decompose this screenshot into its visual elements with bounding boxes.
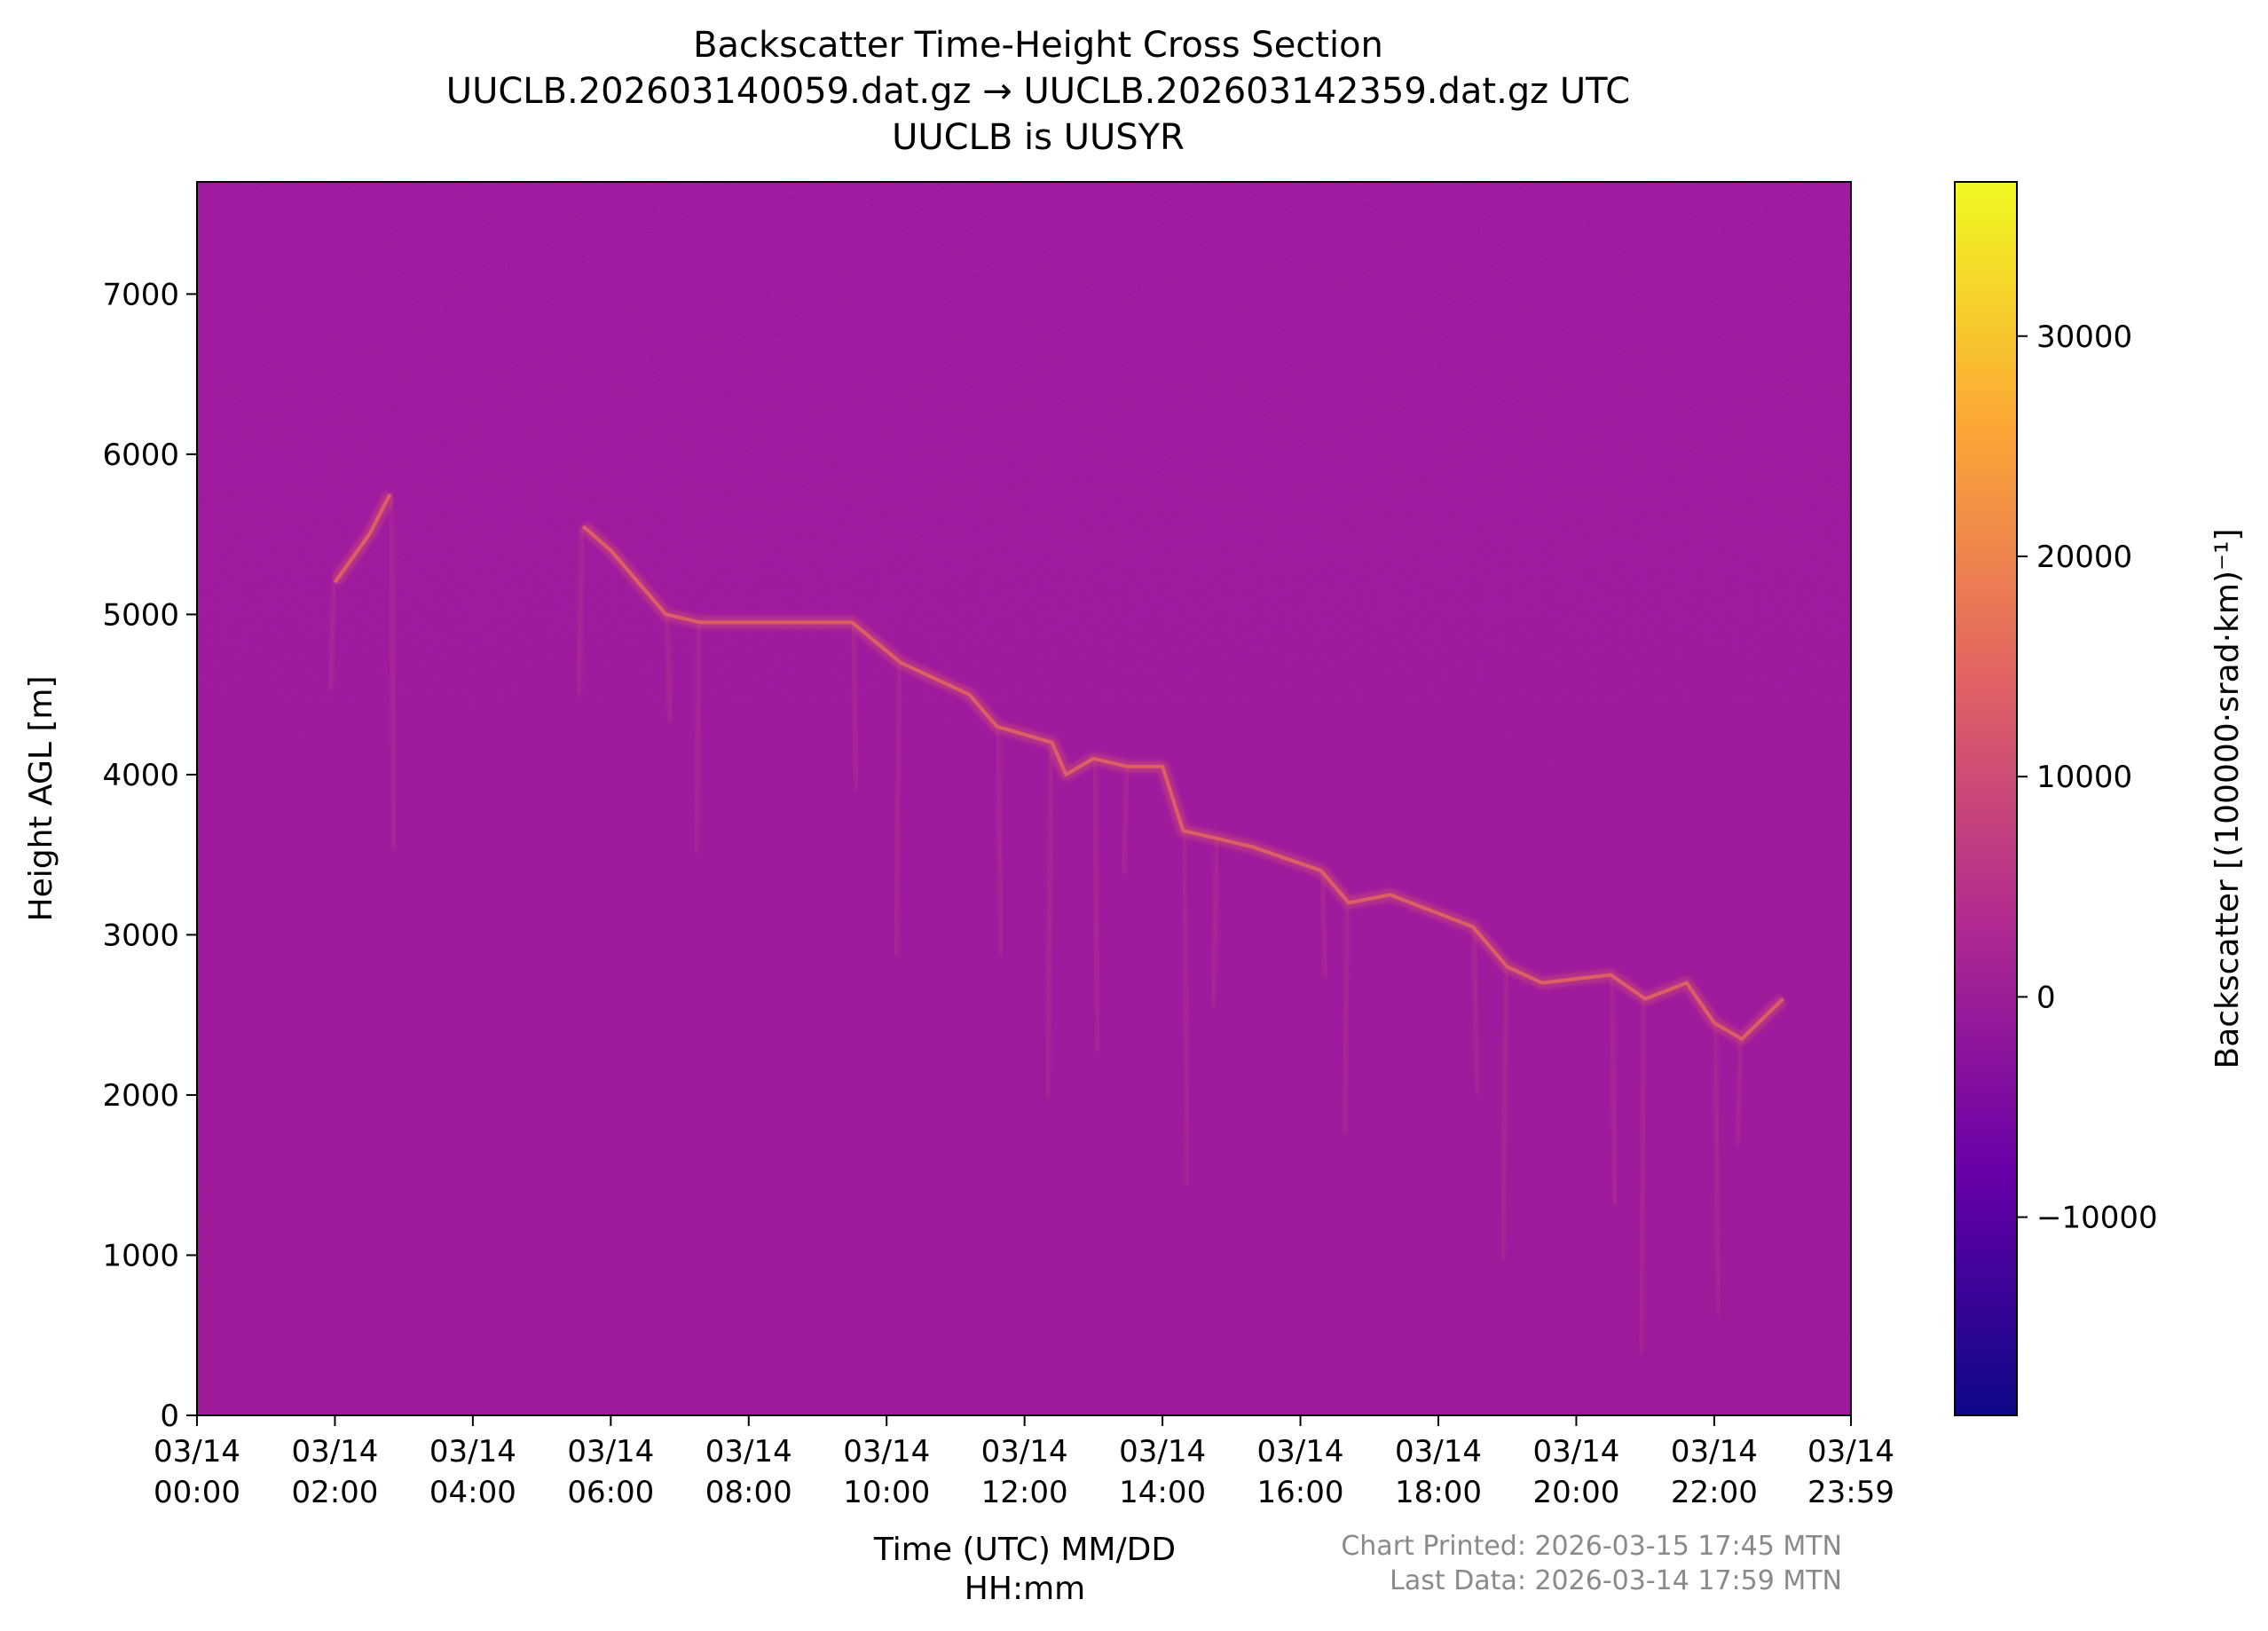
x-tick-time-label: 10:00 xyxy=(843,1475,930,1510)
x-tick-time-label: 12:00 xyxy=(981,1475,1068,1510)
y-tick-label: 7000 xyxy=(102,277,179,312)
x-tick-date-label: 03/14 xyxy=(843,1434,930,1469)
precip-streak xyxy=(1637,998,1648,1354)
y-axis-title: Height AGL [m] xyxy=(23,676,59,922)
y-tick-label: 4000 xyxy=(102,758,179,793)
precip-streak xyxy=(575,526,586,696)
y-tick-label: 3000 xyxy=(102,918,179,953)
precip-streak xyxy=(388,493,398,850)
precip-streak xyxy=(327,582,337,689)
x-tick-date-label: 03/14 xyxy=(705,1434,792,1469)
precip-streak xyxy=(1091,758,1101,1052)
x-tick-time-label: 18:00 xyxy=(1395,1475,1482,1510)
precip-streak xyxy=(1209,839,1220,1008)
x-tick-date-label: 03/14 xyxy=(1532,1434,1619,1469)
x-tick-time-label: 02:00 xyxy=(291,1475,378,1510)
x-tick-date-label: 03/14 xyxy=(1257,1434,1344,1469)
x-tick-date-label: 03/14 xyxy=(1395,1434,1482,1469)
chart-printed-note: Chart Printed: 2026-03-15 17:45 MTN xyxy=(1341,1531,1842,1562)
chart-title-line-3: UUCLB is UUSYR xyxy=(892,117,1185,158)
colorbar-tick-label: 10000 xyxy=(2036,760,2132,795)
chart-title-line-1: Backscatter Time-Height Cross Section xyxy=(693,25,1383,66)
x-tick-time-label: 00:00 xyxy=(154,1475,240,1510)
x-tick-date-label: 03/14 xyxy=(1671,1434,1758,1469)
x-tick-date-label: 03/14 xyxy=(1119,1434,1206,1469)
x-tick-time-label: 08:00 xyxy=(705,1475,792,1510)
y-tick-label: 2000 xyxy=(102,1078,179,1114)
x-tick-time-label: 23:59 xyxy=(1807,1475,1894,1510)
x-tick-time-label: 06:00 xyxy=(567,1475,654,1510)
precip-streak xyxy=(1712,1022,1722,1316)
signal-noise-texture xyxy=(197,182,1851,1415)
cloud-layer-line xyxy=(581,524,1784,1041)
precip-streak xyxy=(849,622,860,792)
precip-streak xyxy=(1044,742,1055,1098)
chart-title-line-2: UUCLB.202603140059.dat.gz → UUCLB.202603… xyxy=(445,71,1631,112)
x-tick-date-label: 03/14 xyxy=(981,1434,1068,1469)
y-tick-label: 0 xyxy=(160,1399,179,1434)
colorbar-tick-label: 0 xyxy=(2036,980,2056,1015)
x-tick-time-label: 04:00 xyxy=(429,1475,516,1510)
cloud-layer-line xyxy=(333,493,392,584)
precip-streak xyxy=(1734,1038,1744,1146)
x-axis: 03/14 00:00 03/14 02:00 03/14 04:00 03/14 06:00… xyxy=(154,1415,1894,1510)
x-tick-time-label: 22:00 xyxy=(1671,1475,1758,1510)
precip-streak xyxy=(893,662,903,956)
x-tick-date-label: 03/14 xyxy=(429,1434,516,1469)
precip-streak xyxy=(995,726,1005,957)
x-tick-date-label: 03/14 xyxy=(1807,1434,1894,1469)
y-tick-label: 5000 xyxy=(102,597,179,633)
x-tick-time-label: 16:00 xyxy=(1257,1475,1344,1510)
cloud-layer-group xyxy=(327,491,1788,1354)
x-tick-date-label: 03/14 xyxy=(154,1434,240,1469)
precip-streak xyxy=(1470,926,1481,1096)
last-data-note: Last Data: 2026-03-14 17:59 MTN xyxy=(1390,1565,1842,1596)
colorbar-title: Backscatter [(100000·srad·km)⁻¹] xyxy=(2209,529,2246,1069)
precip-streak xyxy=(1319,871,1329,978)
precip-streak xyxy=(692,622,703,854)
x-tick-date-label: 03/14 xyxy=(291,1434,378,1469)
x-tick-date-label: 03/14 xyxy=(567,1434,654,1469)
colorbar-tick-label: 30000 xyxy=(2036,319,2132,355)
colorbar xyxy=(1954,181,2018,1416)
y-tick-label: 6000 xyxy=(102,437,179,473)
precip-streak xyxy=(664,614,674,721)
precip-streak xyxy=(1500,966,1510,1260)
precip-streak xyxy=(1180,831,1191,1186)
precip-streak xyxy=(1341,902,1351,1134)
x-axis-title-line-2: HH:mm xyxy=(965,1571,1085,1607)
precip-streak xyxy=(1120,766,1130,874)
colorbar-tick-label: −10000 xyxy=(2036,1201,2158,1236)
y-axis: 0 1000 2000 3000 4000 5000 6000 7000 xyxy=(102,277,197,1434)
y-tick-label: 1000 xyxy=(102,1238,179,1273)
colorbar-tick-label: 20000 xyxy=(2036,540,2132,575)
precip-streak xyxy=(1608,974,1618,1206)
x-tick-time-label: 20:00 xyxy=(1532,1475,1619,1510)
x-tick-time-label: 14:00 xyxy=(1119,1475,1206,1510)
x-axis-title-line-1: Time (UTC) MM/DD xyxy=(873,1532,1176,1568)
colorbar-axis: −10000 0 10000 20000 30000 xyxy=(2017,319,2158,1236)
